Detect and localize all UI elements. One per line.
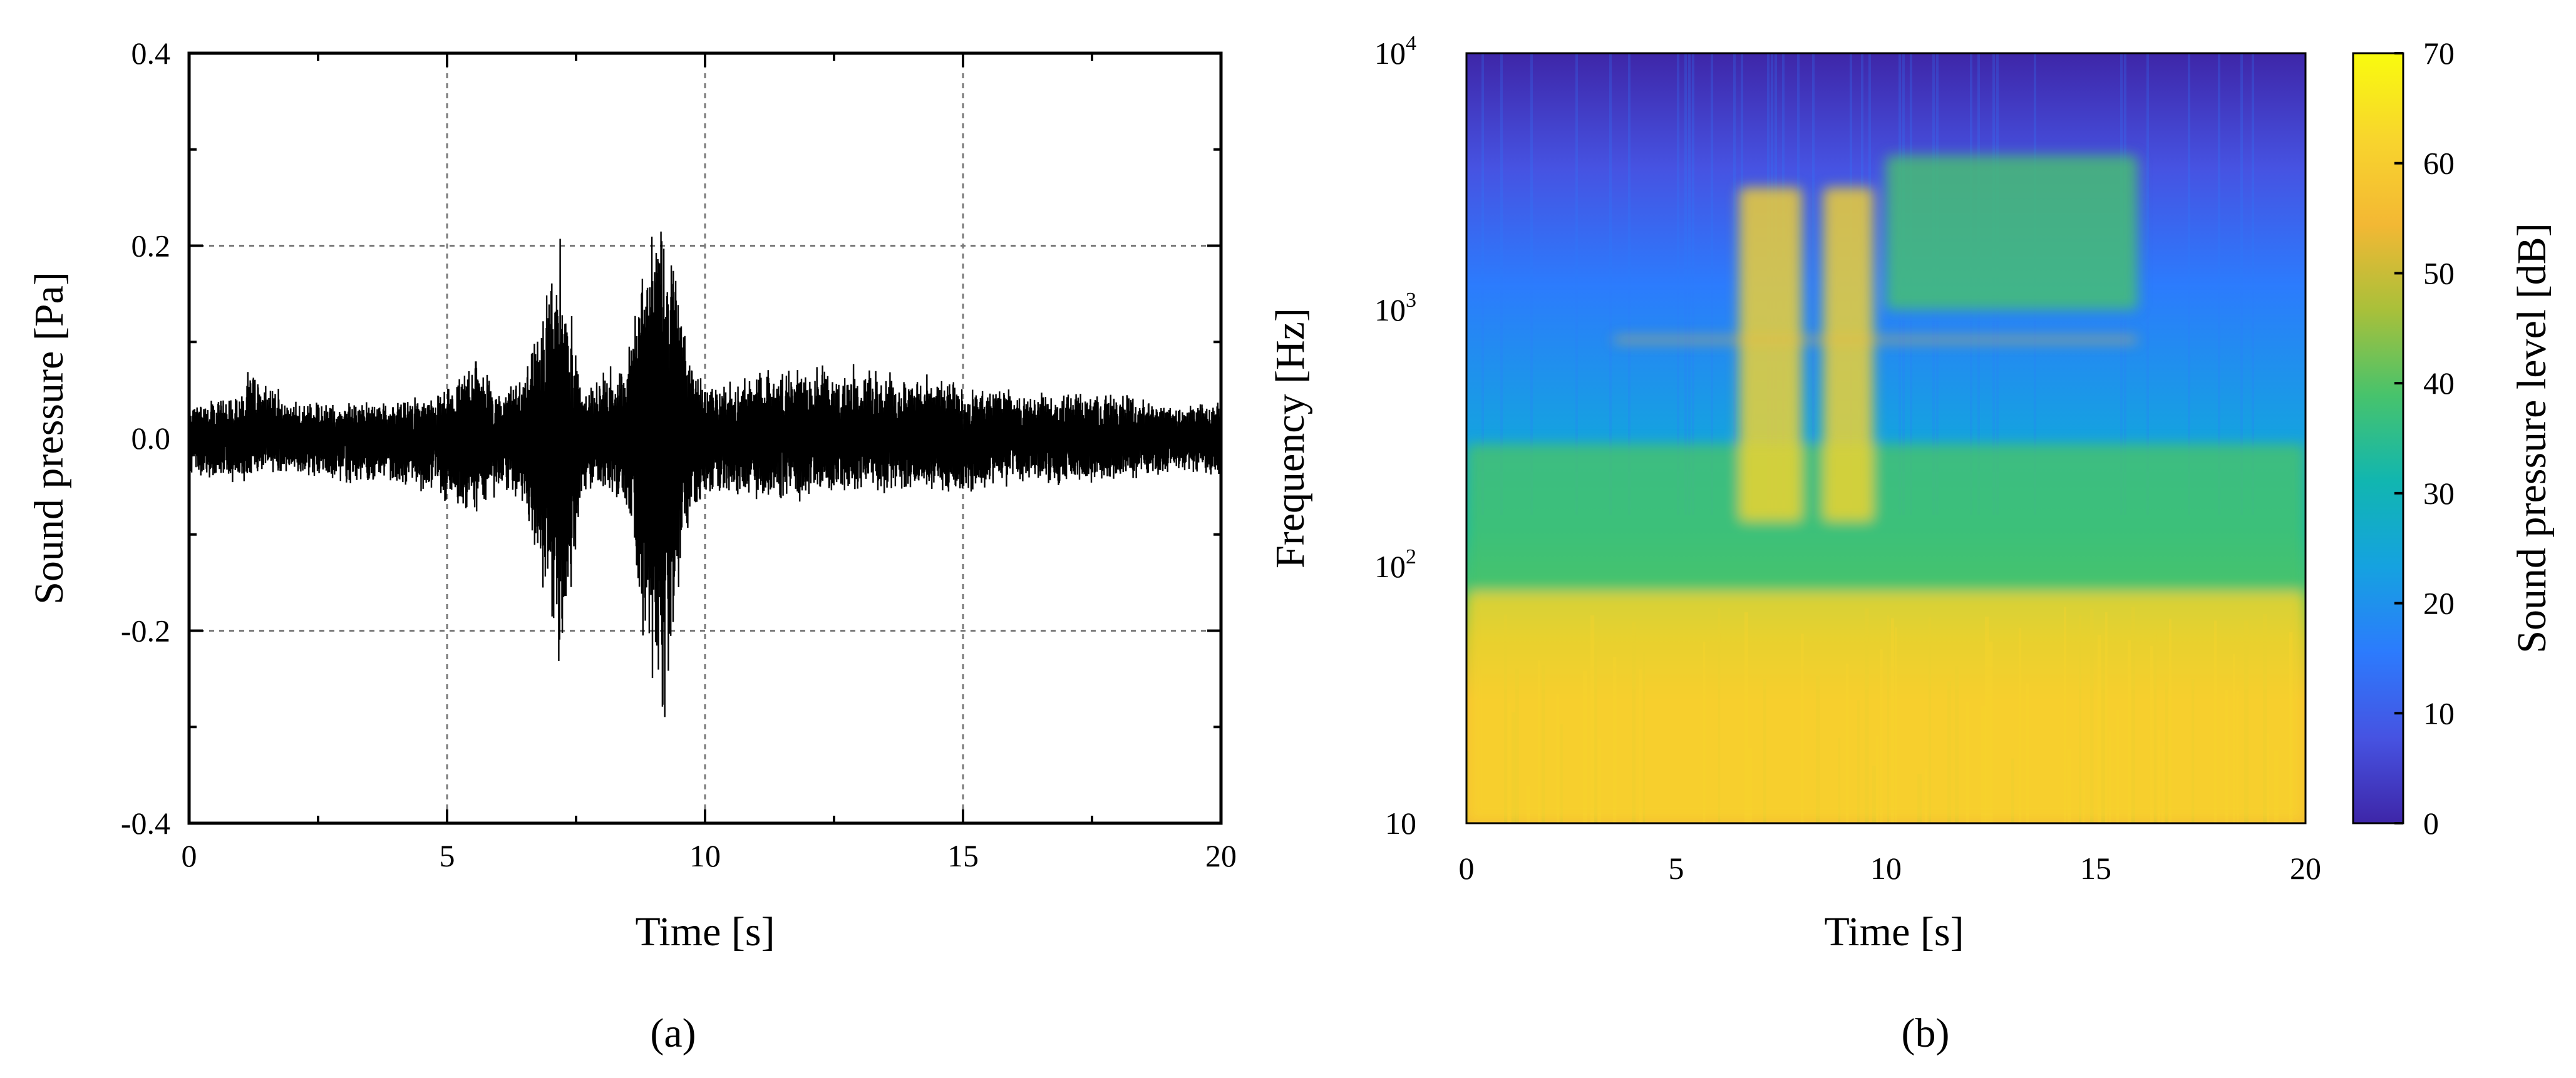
spectrogram-feature [1466, 444, 2306, 592]
y-tick-label: 102 [1374, 545, 1416, 584]
x-tick-label: 5 [1669, 851, 1684, 886]
panel-label-b: (b) [1902, 1010, 1950, 1056]
spectrogram-streak [2146, 53, 2149, 515]
spectrogram-streak [1711, 53, 1713, 515]
x-tick-label: 5 [440, 838, 455, 873]
y-tick-label: 103 [1374, 289, 1416, 327]
colorbar-tick-label: 50 [2423, 255, 2455, 290]
spectrogram-streak [2252, 53, 2254, 515]
x-tick-label: 10 [1870, 851, 1902, 886]
y-tick-labels-a: -0.4 -0.2 0.0 0.2 0.4 [121, 36, 170, 841]
spectrogram-feature [1823, 187, 1873, 521]
x-tick-label: 10 [689, 838, 721, 873]
y-axis-label-b: Frequency [Hz] [1267, 308, 1313, 568]
spectrogram-feature [1739, 187, 1802, 521]
colorbar-label: Sound pressure level [dB] [2509, 223, 2555, 653]
panel-a: 0 5 10 15 20 -0.4 -0.2 0.0 0.2 0.4 Time [s] Soun… [26, 36, 1237, 1056]
colorbar [2352, 52, 2404, 824]
spectrogram-streak [1628, 53, 1631, 515]
spectrogram-streak [1609, 53, 1612, 515]
spectrogram-streak [1684, 53, 1687, 515]
plot-frame-b [1465, 52, 2307, 824]
spectrogram-streak [2218, 53, 2220, 515]
x-tick-label: 15 [2080, 851, 2111, 886]
spectrogram-streak [1677, 53, 1679, 515]
x-tick-labels-b: 0 5 10 15 20 [1459, 851, 2322, 886]
spectrogram-streak [1733, 53, 1736, 515]
x-tick-label: 20 [1205, 838, 1237, 873]
spectrogram-streak [1688, 53, 1691, 515]
spectrogram-streak [1812, 53, 1815, 515]
panel-label-a: (a) [650, 1010, 696, 1056]
x-axis-label-a: Time [s] [635, 909, 775, 955]
colorbar-tick-label: 20 [2423, 586, 2455, 621]
colorbar-ticks: 0 10 20 30 40 50 60 70 [2394, 36, 2455, 841]
x-tick-label: 0 [182, 838, 197, 873]
spectrogram-streak [2188, 53, 2190, 515]
y-tick-label: 0.2 [131, 228, 171, 264]
x-tick-label: 15 [947, 838, 979, 873]
spectrogram-streak [1575, 53, 1578, 515]
y-tick-label: 0.4 [131, 36, 171, 71]
x-axis-label-b: Time [s] [1824, 909, 1964, 955]
y-tick-label: -0.2 [121, 613, 170, 649]
spectrogram-feature [1886, 155, 2138, 310]
spectrogram-feature [1613, 337, 2138, 342]
y-tick-label: 0.0 [131, 421, 171, 456]
x-tick-label: 0 [1459, 851, 1475, 886]
colorbar-tick-label: 30 [2423, 476, 2455, 511]
x-tick-labels-a: 0 5 10 15 20 [182, 838, 1237, 873]
spectrogram-streak [1500, 53, 1503, 515]
y-tick-label: -0.4 [121, 806, 170, 841]
colorbar-tick-label: 0 [2423, 806, 2439, 841]
colorbar-tick-label: 70 [2423, 36, 2455, 71]
x-tick-label: 20 [2290, 851, 2321, 886]
spectrogram-features [1466, 155, 2306, 823]
panel-b: 0 5 10 15 20 10 102 103 104 Time [s] Frequency … [1267, 32, 2555, 1056]
spectrogram-streak [1481, 53, 1484, 515]
colorbar-tick-label: 40 [2423, 366, 2455, 401]
ticks-a [188, 52, 1222, 824]
colorbar-tick-label: 60 [2423, 146, 2455, 181]
spectrogram-streak [2240, 53, 2243, 515]
spectrogram-feature [1466, 591, 2306, 823]
colorbar-tick-label: 10 [2423, 696, 2455, 731]
y-tick-label: 104 [1374, 32, 1416, 71]
spectrogram [1466, 53, 2306, 823]
y-tick-label: 10 [1385, 806, 1416, 841]
waveform-line [189, 231, 1221, 717]
y-axis-label-a: Sound pressure [Pa] [26, 272, 72, 605]
y-tick-labels-b: 10 102 103 104 [1374, 32, 1416, 841]
spectrogram-streak [1530, 53, 1533, 515]
spectrogram-streak [1692, 53, 1694, 515]
